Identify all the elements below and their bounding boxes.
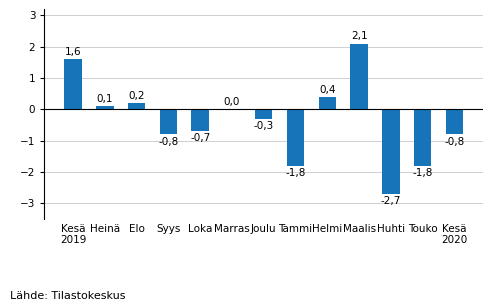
Bar [64, 59, 82, 109]
Text: -1,8: -1,8 [413, 168, 433, 178]
Text: -1,8: -1,8 [285, 168, 306, 178]
Bar [191, 109, 209, 131]
Text: -2,7: -2,7 [381, 196, 401, 206]
Text: 0,2: 0,2 [128, 91, 145, 101]
Text: -0,8: -0,8 [158, 136, 178, 147]
Bar [414, 109, 431, 166]
Bar [446, 109, 463, 134]
Text: 2,1: 2,1 [351, 31, 367, 41]
Text: 1,6: 1,6 [65, 47, 81, 57]
Text: -0,8: -0,8 [444, 136, 464, 147]
Bar [382, 109, 400, 194]
Text: 0,4: 0,4 [319, 85, 336, 95]
Bar [318, 97, 336, 109]
Bar [96, 106, 113, 109]
Bar [351, 43, 368, 109]
Bar [287, 109, 304, 166]
Text: 0,0: 0,0 [224, 97, 240, 107]
Bar [255, 109, 273, 119]
Bar [128, 103, 145, 109]
Text: -0,7: -0,7 [190, 133, 211, 143]
Bar [160, 109, 177, 134]
Text: -0,3: -0,3 [253, 121, 274, 131]
Text: 0,1: 0,1 [97, 94, 113, 104]
Text: Lähde: Tilastokeskus: Lähde: Tilastokeskus [10, 291, 125, 301]
